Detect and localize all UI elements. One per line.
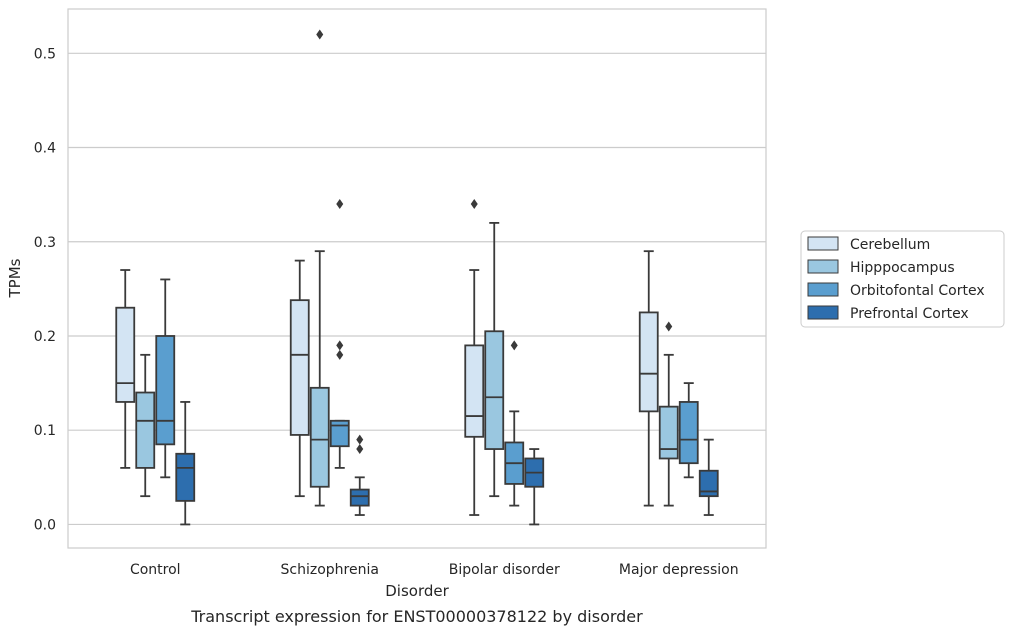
outlier-point <box>356 434 364 445</box>
y-gridlines <box>68 52 766 526</box>
box-cerebellum <box>464 199 485 516</box>
x-tick-label: Major depression <box>619 562 739 578</box>
box-cerebellum <box>115 269 136 469</box>
box-orbitofontal-cortex <box>678 382 699 479</box>
x-axis-label: Disorder <box>385 582 449 600</box>
x-tick-label: Bipolar disorder <box>449 562 560 578</box>
y-tick-label: 0.3 <box>34 235 56 251</box>
box-iqr <box>698 469 719 498</box>
box-cerebellum <box>289 259 310 498</box>
legend-label: Prefrontal Cortex <box>850 306 969 322</box>
box-hipppocampus <box>484 222 505 498</box>
outlier-point <box>356 444 364 455</box>
outlier-point <box>316 29 324 40</box>
box-hipppocampus <box>135 353 156 498</box>
box-prefrontal-cortex <box>349 434 370 516</box>
x-tick-labels: Control Schizophrenia Bipolar disorder Majo… <box>130 562 739 578</box>
box-iqr <box>135 391 156 469</box>
box-iqr <box>464 344 485 438</box>
box-iqr <box>329 419 350 448</box>
outlier-point <box>336 349 344 360</box>
x-tick-label: Schizophrenia <box>281 562 379 578</box>
box-prefrontal-cortex <box>524 448 545 526</box>
box-iqr <box>484 330 505 450</box>
plot-frame <box>67 8 767 549</box>
box-orbitofontal-cortex <box>329 199 350 469</box>
outlier-point <box>336 340 344 351</box>
box-orbitofontal-cortex <box>504 340 525 507</box>
legend-swatch <box>807 282 839 297</box>
legend-swatch <box>807 259 839 274</box>
chart-caption: Transcript expression for ENST0000037812… <box>190 607 643 626</box>
box-series <box>115 29 719 526</box>
y-tick-labels: 0.0 0.1 0.2 0.3 0.4 0.5 <box>34 46 56 533</box>
y-tick-label: 0.4 <box>34 141 56 157</box>
box-iqr <box>309 386 330 488</box>
y-tick-label: 0.1 <box>34 423 56 439</box>
box-iqr <box>115 306 136 403</box>
box-prefrontal-cortex <box>698 438 719 516</box>
box-iqr <box>175 452 196 502</box>
legend-frame <box>800 230 1005 328</box>
outlier-point <box>336 199 344 210</box>
legend-label: Hipppocampus <box>850 260 955 276</box>
legend-label: Cerebellum <box>850 237 930 253</box>
outlier-point <box>665 321 673 332</box>
x-tick-label: Control <box>130 562 181 578</box>
y-tick-label: 0.2 <box>34 329 56 345</box>
box-hipppocampus <box>658 321 679 507</box>
y-tick-label: 0.0 <box>34 517 56 533</box>
y-tick-label: 0.5 <box>34 46 56 62</box>
box-iqr <box>658 405 679 460</box>
box-iqr <box>155 335 176 446</box>
box-iqr <box>638 311 659 413</box>
box-cerebellum <box>638 250 659 507</box>
y-axis-label: TPMs <box>6 258 24 298</box>
box-prefrontal-cortex <box>175 401 196 526</box>
box-iqr <box>678 401 699 465</box>
legend-swatch <box>807 236 839 251</box>
outlier-point <box>470 199 478 210</box>
legend-label: Orbitofontal Cortex <box>850 283 985 299</box>
box-hipppocampus <box>309 29 330 507</box>
outlier-point <box>510 340 518 351</box>
box-iqr <box>289 299 310 436</box>
box-orbitofontal-cortex <box>155 278 176 479</box>
legend-swatch <box>807 305 839 320</box>
legend: Cerebellum Hipppocampus Orbitofontal Corte… <box>800 230 1005 328</box>
box-iqr <box>349 488 370 507</box>
